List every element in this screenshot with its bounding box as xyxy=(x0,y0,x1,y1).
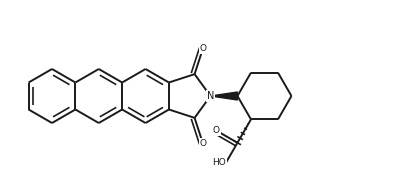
Text: HO: HO xyxy=(212,158,225,167)
Text: O: O xyxy=(199,44,206,53)
Text: O: O xyxy=(199,139,206,148)
Polygon shape xyxy=(210,92,237,100)
Text: N: N xyxy=(206,91,213,101)
Text: O: O xyxy=(212,126,219,135)
